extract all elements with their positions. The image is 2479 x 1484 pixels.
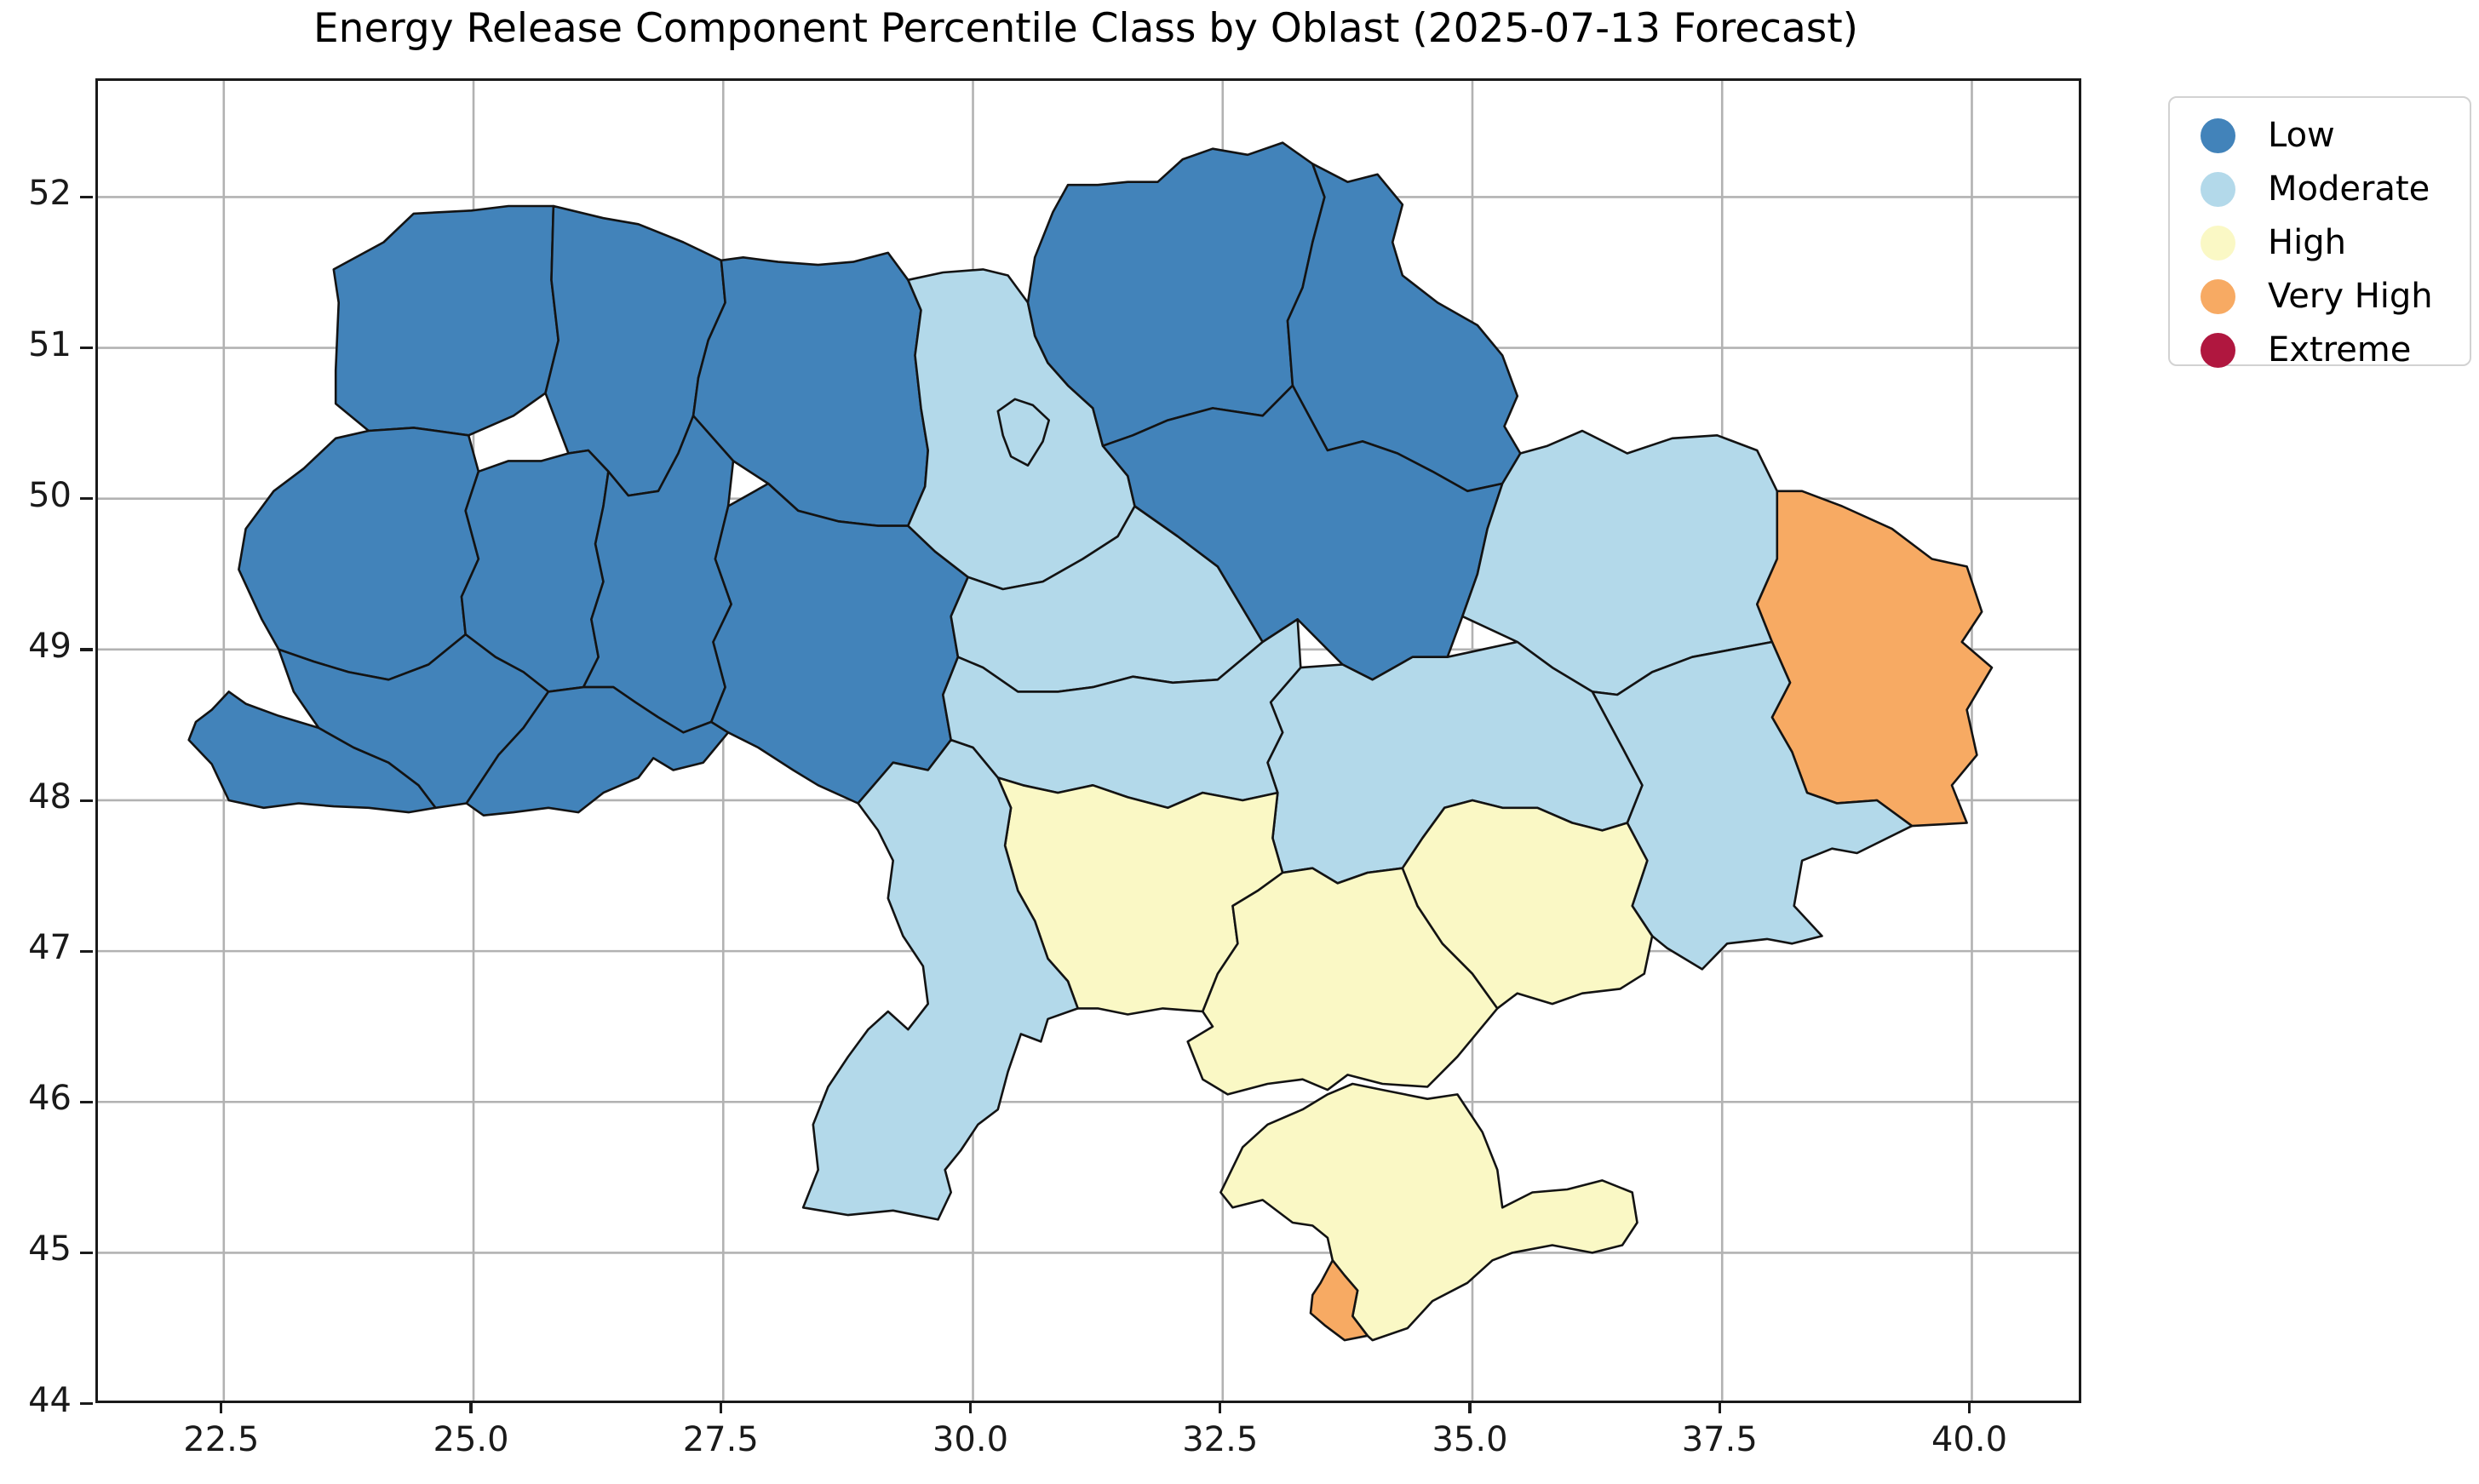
legend-label-low: Low [2268, 116, 2335, 155]
legend-item-high: High [2170, 216, 2470, 270]
legend-swatch-moderate [2201, 172, 2235, 207]
legend-label-very-high: Very High [2268, 277, 2433, 316]
y-tick-label: 47 [28, 928, 72, 968]
x-tick-mark [719, 1401, 722, 1413]
map-region-kyiv-city [996, 398, 1050, 467]
legend-swatch-extreme [2201, 333, 2235, 368]
legend-swatch-high [2201, 226, 2235, 261]
y-tick-mark [80, 949, 93, 953]
x-tick-mark [469, 1401, 473, 1413]
x-tick-label: 25.0 [433, 1420, 509, 1459]
y-tick-mark [80, 1402, 93, 1406]
legend-swatch-very-high [2201, 279, 2235, 314]
map-regions [187, 141, 1994, 1342]
x-tick-label: 22.5 [183, 1420, 260, 1459]
map-region-zaporizhzhia [1401, 799, 1654, 1010]
map-region-poltava [1101, 384, 1504, 681]
x-tick-mark [1718, 1401, 1721, 1413]
y-tick-label: 45 [28, 1229, 72, 1269]
map-region-ivano-frankivsk [278, 633, 550, 810]
y-tick-label: 50 [28, 475, 72, 515]
legend-label-moderate: Moderate [2268, 169, 2430, 209]
x-tick-label: 27.5 [682, 1420, 759, 1459]
y-tick-mark [80, 799, 93, 802]
x-tick-mark [1219, 1401, 1222, 1413]
map-region-sevastopol [1309, 1259, 1369, 1342]
legend-item-low: Low [2170, 109, 2470, 163]
x-tick-mark [1468, 1401, 1472, 1413]
y-tick-mark [80, 648, 93, 651]
legend-box: Low Moderate High Very High Extreme [2168, 96, 2471, 370]
x-tick-label: 32.5 [1182, 1420, 1259, 1459]
map-region-crimea [1219, 1082, 1638, 1342]
chart-title: Energy Release Component Percentile Clas… [313, 5, 1859, 52]
x-tick-label: 35.0 [1432, 1420, 1508, 1459]
y-tick-label: 44 [28, 1380, 72, 1420]
x-tick-label: 37.5 [1681, 1420, 1758, 1459]
y-tick-label: 51 [28, 324, 72, 364]
legend-item-extreme: Extreme [2170, 324, 2470, 377]
map-region-lviv [238, 427, 480, 681]
legend-item-very-high: Very High [2170, 270, 2470, 324]
y-tick-label: 49 [28, 626, 72, 666]
x-tick-mark [968, 1401, 973, 1413]
y-tick-label: 52 [28, 174, 72, 214]
y-tick-mark [80, 1252, 93, 1255]
y-tick-mark [80, 347, 93, 350]
y-tick-label: 46 [28, 1079, 72, 1119]
map-region-volyn [332, 204, 559, 437]
map-region-odesa [801, 738, 1079, 1221]
map-svg [98, 81, 2079, 1401]
x-tick-mark [1967, 1401, 1971, 1413]
y-tick-mark [80, 196, 93, 199]
legend-label-high: High [2268, 223, 2346, 262]
legend-label-extreme: Extreme [2268, 330, 2412, 370]
x-tick-mark [220, 1401, 223, 1413]
plot-area [95, 78, 2081, 1403]
legend-item-moderate: Moderate [2170, 163, 2470, 216]
y-tick-mark [80, 1100, 93, 1104]
y-tick-mark [80, 497, 93, 501]
legend-swatch-low [2201, 118, 2235, 153]
x-tick-label: 40.0 [1931, 1420, 2008, 1459]
x-tick-label: 30.0 [932, 1420, 1009, 1459]
y-tick-label: 48 [28, 776, 72, 816]
